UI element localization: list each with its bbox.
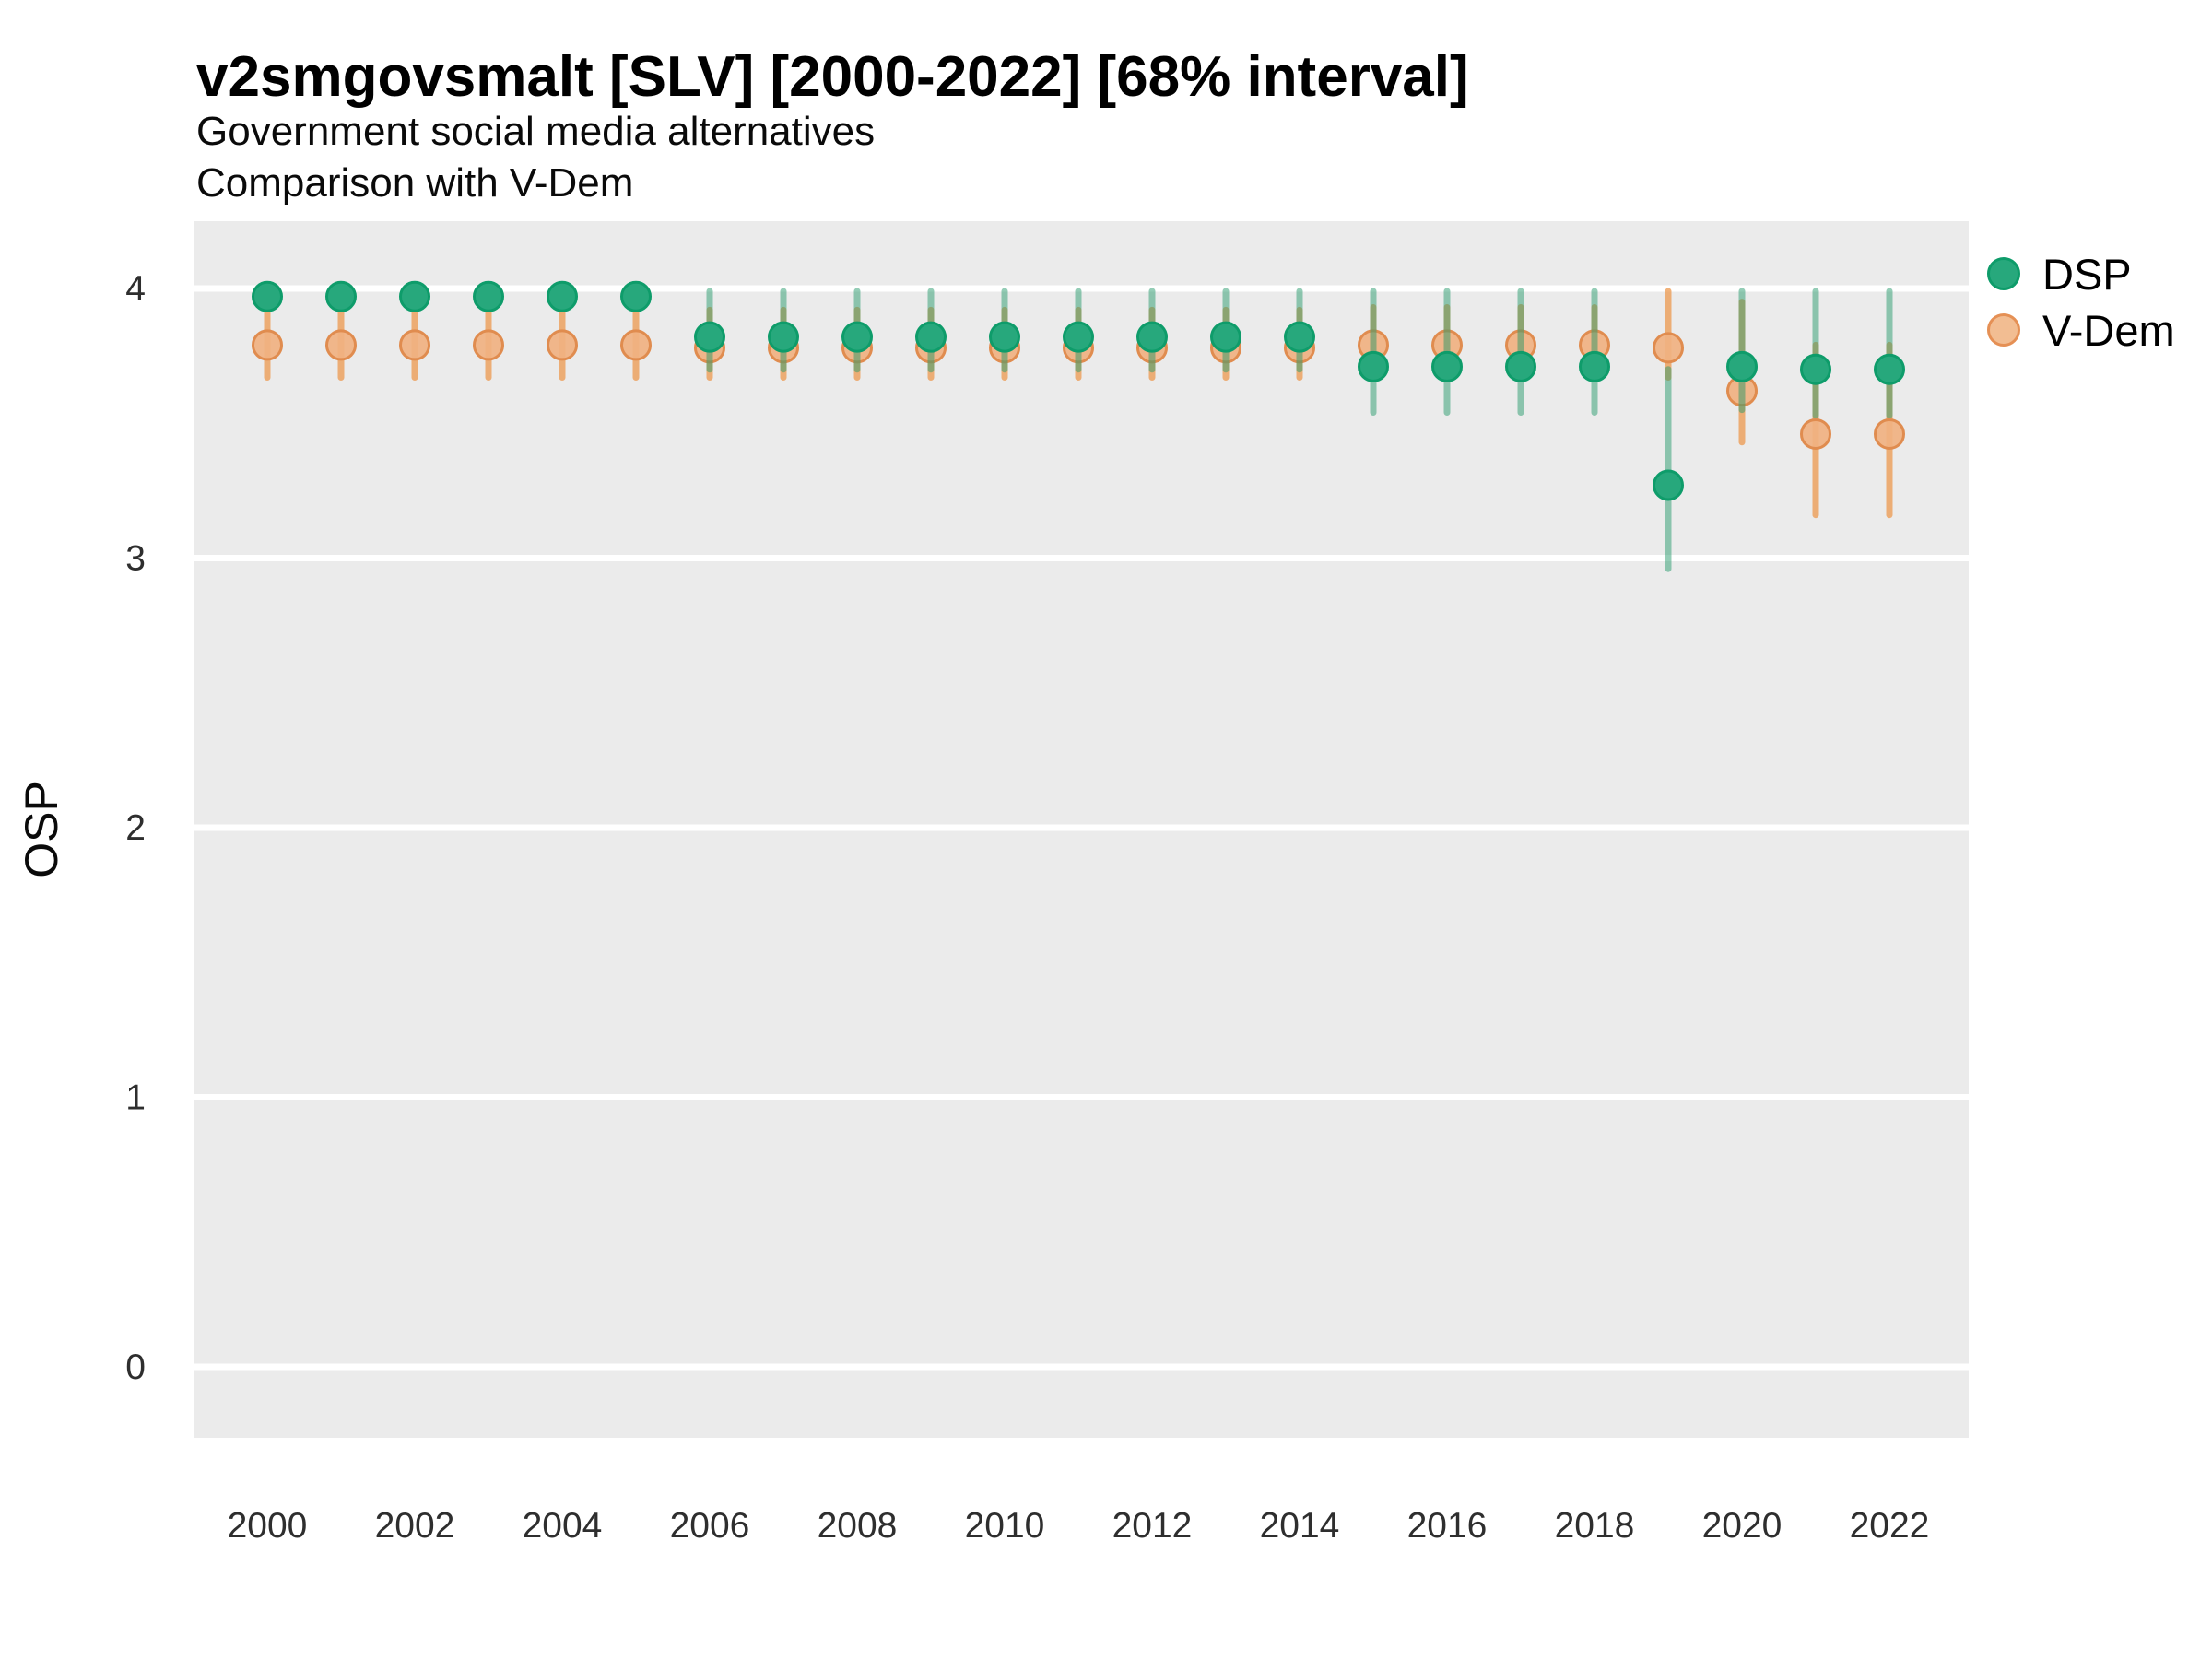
dsp-point [252,280,283,312]
legend-label-dsp: DSP [2042,249,2132,299]
dsp-point [915,321,947,353]
x-tick-label-2016: 2016 [1407,1506,1488,1546]
vdem-legend-dot-icon [1987,313,2020,347]
vdem-point [399,329,430,361]
y-tick-label-3: 3 [125,539,146,579]
dsp-point [989,321,1020,353]
vdem-point [547,329,578,361]
vdem-point [473,329,504,361]
x-tick-label-2022: 2022 [1850,1506,1930,1546]
legend-item-vdem: V-Dem [1987,305,2175,355]
legend-label-vdem: V-Dem [2042,305,2175,355]
x-tick-label-2000: 2000 [228,1506,308,1546]
dsp-point [1210,321,1241,353]
dsp-point [1358,350,1389,382]
dsp-point [1063,321,1094,353]
vdem-point [325,329,357,361]
x-tick-label-2006: 2006 [670,1506,750,1546]
dsp-point [1726,350,1758,382]
dsp-point [547,280,578,312]
y-axis-label: OSP [16,781,67,878]
dsp-point [1431,350,1463,382]
dsp-point [1505,350,1536,382]
dsp-point [1874,353,1905,385]
x-tick-label-2002: 2002 [375,1506,455,1546]
dsp-point [620,280,652,312]
chart-subtitle-2: Comparison with V-Dem [196,160,634,206]
x-tick-label-2020: 2020 [1702,1506,1783,1546]
vdem-point [1653,332,1684,364]
dsp-legend-dot-icon [1987,257,2020,290]
dsp-point [1579,350,1610,382]
y-tick-label-0: 0 [125,1347,146,1387]
dsp-point [325,280,357,312]
dsp-point [399,280,430,312]
dsp-point [1653,469,1684,501]
vdem-point [1800,418,1831,450]
x-tick-label-2012: 2012 [1112,1506,1193,1546]
y-tick-label-4: 4 [125,269,146,309]
chart-subtitle: Government social media alternatives [196,109,876,154]
legend: DSP V-Dem [1987,249,2175,363]
y-tick-label-2: 2 [125,808,146,848]
chart-title: v2smgovsmalt [SLV] [2000-2022] [68% inte… [196,45,1469,109]
dsp-point [1136,321,1168,353]
x-tick-label-2010: 2010 [965,1506,1045,1546]
y-tick-label-1: 1 [125,1078,146,1118]
dsp-point [473,280,504,312]
x-tick-label-2014: 2014 [1260,1506,1340,1546]
dsp-point [768,321,799,353]
x-tick-label-2018: 2018 [1555,1506,1635,1546]
vdem-point [1874,418,1905,450]
dsp-point [841,321,873,353]
x-tick-label-2004: 2004 [523,1506,603,1546]
dsp-point [1284,321,1315,353]
dsp-point [1800,353,1831,385]
vdem-point [252,329,283,361]
dsp-point [694,321,725,353]
vdem-point [620,329,652,361]
x-tick-label-2008: 2008 [818,1506,898,1546]
legend-item-dsp: DSP [1987,249,2175,299]
